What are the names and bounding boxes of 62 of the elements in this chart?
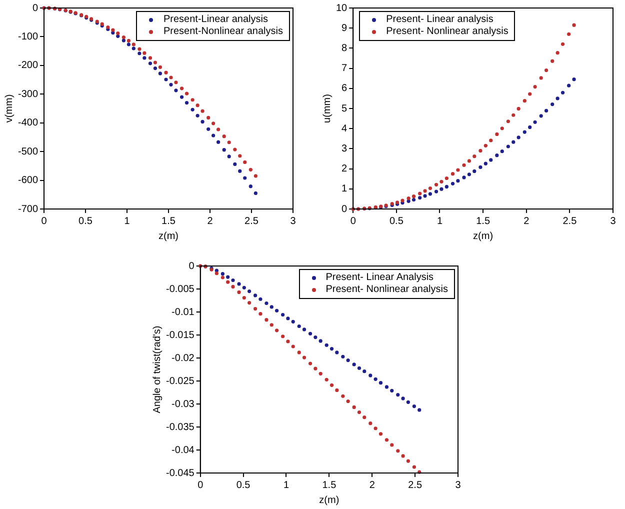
y-tick-label: -300 (18, 88, 38, 100)
legend-label: Present- Nonlinear analysis (326, 284, 448, 296)
y-tick-label: 5 (342, 103, 348, 114)
y-tick-label: 10 (336, 2, 348, 14)
y-tick-label: -600 (18, 175, 38, 186)
y-axis-title: v(mm) (4, 94, 15, 123)
y-tick-label: 3 (342, 143, 348, 154)
x-tick-label: 2 (207, 216, 214, 227)
y-tick-label: -0.01 (172, 306, 195, 318)
y-tick-label: -0.015 (166, 330, 195, 341)
y-tick-label: -200 (18, 60, 38, 72)
y-tick-label: 7 (342, 63, 348, 74)
y-tick-label: -400 (18, 118, 38, 129)
y-tick-label: -0.04 (172, 444, 195, 456)
y-tick-label: -0.035 (166, 422, 195, 433)
y-axis-title: Angle of twist(rad's) (152, 326, 163, 414)
y-tick-label: 2 (342, 164, 348, 175)
y-tick-label: 6 (342, 83, 348, 94)
x-tick-label: 1 (283, 480, 290, 491)
y-tick-label: -0.025 (166, 376, 195, 387)
legend-label: Present- Linear Analysis (326, 272, 434, 284)
x-axis-title: z(m) (158, 230, 179, 242)
y-tick-label: -700 (18, 204, 38, 215)
y-tick-label: 0 (342, 204, 348, 215)
x-tick-label: 1 (124, 216, 130, 227)
x-tick-label: 1 (436, 216, 443, 227)
y-tick-label: 1 (342, 184, 348, 195)
y-tick-label: -0.045 (166, 468, 195, 479)
x-tick-label: 0.5 (389, 216, 404, 227)
y-axis-title: u(mm) (322, 94, 333, 123)
y-tick-label: -0.02 (172, 352, 195, 364)
x-tick-label: 2.5 (562, 216, 578, 227)
x-tick-label: 0 (350, 216, 356, 227)
y-tick-label: -0.03 (172, 398, 195, 410)
x-tick-label: 1.5 (476, 216, 490, 227)
x-tick-label: 2 (369, 480, 376, 491)
y-tick-label: 9 (342, 22, 348, 34)
x-tick-label: 0 (198, 480, 204, 491)
y-tick-label: -100 (18, 31, 38, 42)
x-tick-label: 2.5 (408, 480, 422, 491)
y-tick-label: 8 (342, 42, 348, 54)
x-tick-label: 3 (610, 216, 616, 227)
y-tick-label: 4 (342, 123, 348, 134)
y-tick-label: -0.005 (166, 284, 195, 295)
x-tick-label: 2 (524, 216, 530, 227)
legend-label: Present-Linear analysis (163, 14, 268, 26)
x-tick-label: 3 (455, 480, 462, 491)
x-tick-label: 0 (41, 216, 48, 227)
x-tick-label: 1.5 (322, 480, 337, 491)
x-axis-title: z(m) (473, 230, 494, 242)
x-axis-title: z(m) (319, 494, 340, 506)
x-tick-label: 0.5 (236, 480, 251, 491)
x-tick-label: 1.5 (162, 216, 176, 227)
legend-label: Present- Nonlinear analysis (386, 26, 508, 38)
legend-label: Present- Linear analysis (386, 14, 494, 26)
x-tick-label: 3 (290, 216, 296, 227)
x-tick-label: 2.5 (244, 216, 259, 227)
legend-label: Present-Nonlinear analysis (163, 26, 283, 38)
y-tick-label: 0 (188, 260, 195, 272)
y-tick-label: 0 (32, 2, 38, 14)
x-tick-label: 0.5 (78, 216, 93, 227)
y-tick-label: -500 (18, 146, 38, 158)
